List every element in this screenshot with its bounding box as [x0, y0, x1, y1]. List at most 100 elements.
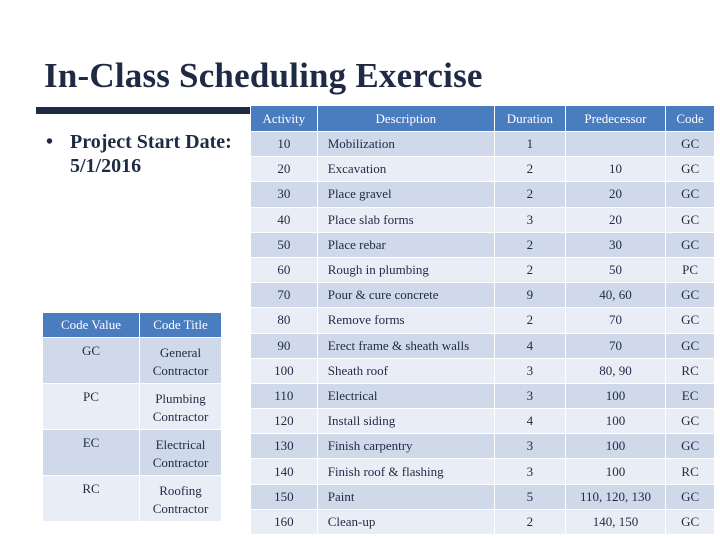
table-row: 140 Finish roof & flashing 3 100 RC — [250, 458, 715, 485]
description-cell: Excavation — [316, 156, 496, 183]
table-row: 70 Pour & cure concrete 9 40, 60 GC — [250, 282, 715, 309]
table-row: 130 Finish carpentry 3 100 GC — [250, 433, 715, 460]
code-cell: PC — [665, 256, 715, 284]
duration-cell: 9 — [494, 282, 566, 309]
activity-cell: 150 — [250, 483, 318, 510]
table-row: 110 Electrical 3 100 EC — [250, 382, 715, 410]
description-cell: Mobilization — [316, 130, 496, 158]
predecessor-cell: 70 — [564, 307, 667, 334]
code-cell: EC — [665, 382, 715, 410]
duration-cell: 3 — [494, 382, 566, 410]
predecessor-cell: 100 — [564, 458, 667, 485]
activity-cell: 50 — [250, 231, 318, 258]
code-title-cell: General Contractor — [139, 337, 222, 384]
duration-cell: 2 — [494, 181, 566, 208]
description-cell: Sheath roof — [316, 357, 496, 384]
duration-cell: 2 — [494, 508, 566, 536]
table-row: 90 Erect frame & sheath walls 4 70 GC — [250, 332, 715, 359]
activity-cell: 70 — [250, 282, 318, 309]
predecessor-cell — [564, 130, 667, 158]
activity-cell: 30 — [250, 181, 318, 208]
code-legend-row: RC Roofing Contractor — [42, 475, 222, 522]
col-header-description: Description — [316, 105, 496, 132]
table-row: 10 Mobilization 1 GC — [250, 130, 715, 158]
table-row: 30 Place gravel 2 20 GC — [250, 181, 715, 208]
predecessor-cell: 110, 120, 130 — [564, 483, 667, 510]
code-cell: GC — [665, 332, 715, 359]
table-row: 60 Rough in plumbing 2 50 PC — [250, 256, 715, 284]
schedule-header-row: Activity Description Duration Predecesso… — [250, 105, 715, 132]
description-cell: Remove forms — [316, 307, 496, 334]
duration-cell: 3 — [494, 458, 566, 485]
code-title-cell: Electrical Contractor — [139, 429, 222, 476]
activity-cell: 10 — [250, 130, 318, 158]
table-row: 120 Install siding 4 100 GC — [250, 408, 715, 435]
col-header-duration: Duration — [494, 105, 566, 132]
description-cell: Clean-up — [316, 508, 496, 536]
predecessor-cell: 100 — [564, 433, 667, 460]
code-cell: GC — [665, 483, 715, 510]
code-cell: GC — [665, 156, 715, 183]
code-legend-row: EC Electrical Contractor — [42, 429, 222, 476]
code-cell: GC — [665, 181, 715, 208]
code-legend-header-row: Code Value Code Title — [42, 312, 222, 338]
predecessor-cell: 10 — [564, 156, 667, 183]
description-cell: Place slab forms — [316, 206, 496, 233]
description-cell: Electrical — [316, 382, 496, 410]
code-legend-row: PC Plumbing Contractor — [42, 383, 222, 430]
bullet-label: Project Start Date: — [70, 131, 232, 153]
duration-cell: 2 — [494, 307, 566, 334]
description-cell: Finish roof & flashing — [316, 458, 496, 485]
code-title-cell: Roofing Contractor — [139, 475, 222, 522]
predecessor-cell: 100 — [564, 382, 667, 410]
table-row: 50 Place rebar 2 30 GC — [250, 231, 715, 258]
code-value-cell: RC — [42, 475, 140, 522]
code-cell: GC — [665, 231, 715, 258]
duration-cell: 2 — [494, 231, 566, 258]
duration-cell: 4 — [494, 332, 566, 359]
code-value-cell: PC — [42, 383, 140, 430]
code-legend-table: Code Value Code Title GC General Contract… — [42, 312, 222, 522]
code-cell: RC — [665, 458, 715, 485]
duration-cell: 5 — [494, 483, 566, 510]
predecessor-cell: 80, 90 — [564, 357, 667, 384]
code-legend-row: GC General Contractor — [42, 337, 222, 384]
description-cell: Place rebar — [316, 231, 496, 258]
table-row: 150 Paint 5 110, 120, 130 GC — [250, 483, 715, 510]
activity-cell: 130 — [250, 433, 318, 460]
predecessor-cell: 50 — [564, 256, 667, 284]
predecessor-cell: 140, 150 — [564, 508, 667, 536]
table-row: 100 Sheath roof 3 80, 90 RC — [250, 357, 715, 384]
activity-cell: 20 — [250, 156, 318, 183]
bullet-icon: • — [46, 131, 54, 153]
activity-cell: 80 — [250, 307, 318, 334]
duration-cell: 2 — [494, 256, 566, 284]
duration-cell: 2 — [494, 156, 566, 183]
description-cell: Rough in plumbing — [316, 256, 496, 284]
description-cell: Pour & cure concrete — [316, 282, 496, 309]
duration-cell: 1 — [494, 130, 566, 158]
code-cell: GC — [665, 433, 715, 460]
col-header-code-value: Code Value — [42, 312, 140, 338]
col-header-code: Code — [665, 105, 715, 132]
predecessor-cell: 40, 60 — [564, 282, 667, 309]
code-cell: GC — [665, 307, 715, 334]
predecessor-cell: 70 — [564, 332, 667, 359]
activity-cell: 90 — [250, 332, 318, 359]
duration-cell: 3 — [494, 206, 566, 233]
description-cell: Paint — [316, 483, 496, 510]
code-value-cell: GC — [42, 337, 140, 384]
bullet-text: Project Start Date: 5/1/2016 — [70, 130, 240, 178]
activity-cell: 140 — [250, 458, 318, 485]
activity-cell: 40 — [250, 206, 318, 233]
code-cell: GC — [665, 408, 715, 435]
activity-cell: 160 — [250, 508, 318, 536]
duration-cell: 3 — [494, 357, 566, 384]
table-row: 160 Clean-up 2 140, 150 GC — [250, 508, 715, 536]
code-cell: GC — [665, 130, 715, 158]
duration-cell: 4 — [494, 408, 566, 435]
title-underline-bar — [36, 107, 250, 114]
description-cell: Finish carpentry — [316, 433, 496, 460]
duration-cell: 3 — [494, 433, 566, 460]
activity-cell: 110 — [250, 382, 318, 410]
